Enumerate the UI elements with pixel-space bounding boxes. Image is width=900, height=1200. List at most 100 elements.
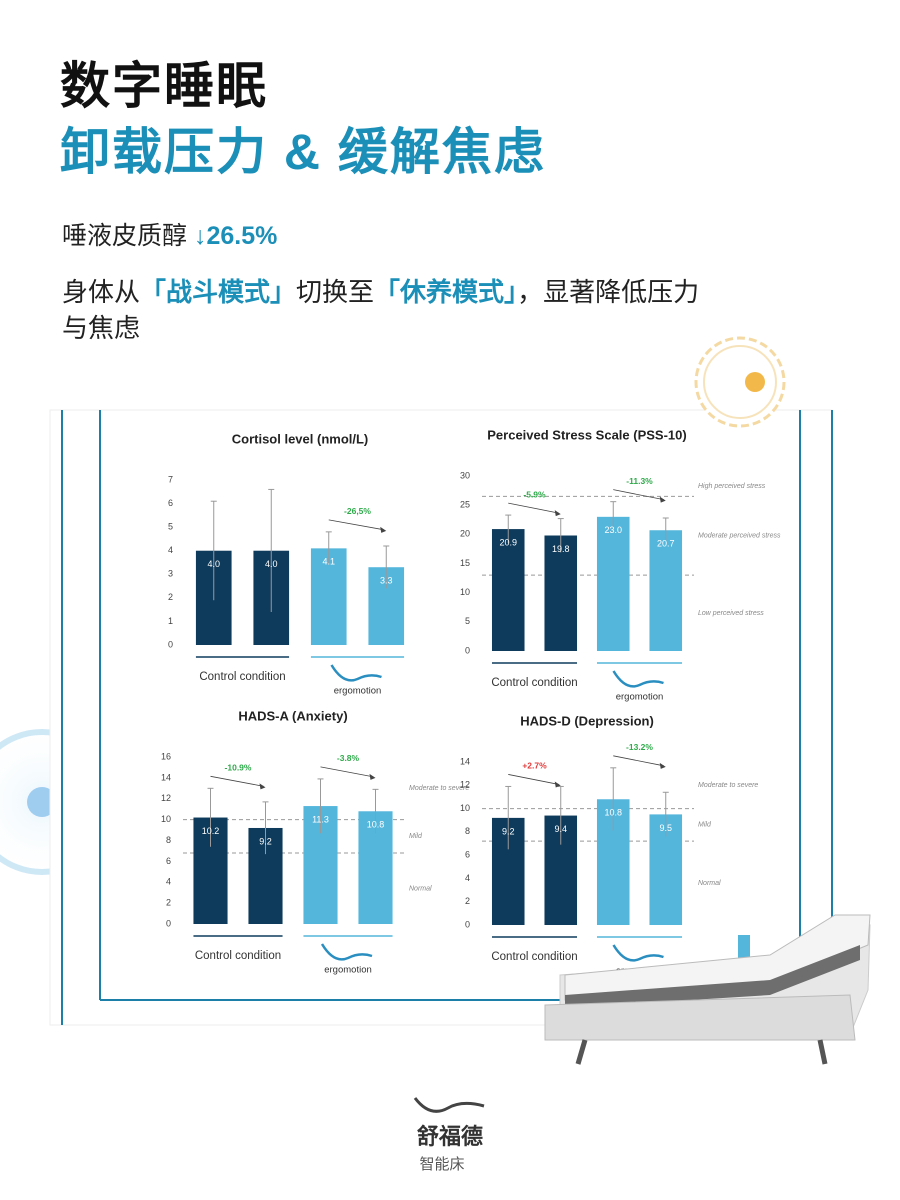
value-label: 9.4 <box>554 824 567 834</box>
bed-illustration <box>544 914 871 1065</box>
y-tick-label: 8 <box>166 835 171 845</box>
value-label: 23.0 <box>604 525 622 535</box>
y-tick-label: 0 <box>166 918 171 928</box>
change-arrow <box>320 766 374 778</box>
y-tick-label: 1 <box>168 616 173 626</box>
y-tick-label: 5 <box>168 522 173 532</box>
y-tick-label: 7 <box>168 474 173 484</box>
y-tick-label: 3 <box>168 569 173 579</box>
y-tick-label: 0 <box>465 645 470 655</box>
arrow-head <box>369 773 376 780</box>
arrow-head <box>659 496 666 503</box>
chart-title: Cortisol level (nmol/L) <box>232 431 369 446</box>
y-tick-label: 10 <box>460 587 470 597</box>
logo-wave <box>320 943 373 961</box>
value-label: 9.2 <box>259 836 272 846</box>
logo-wave <box>612 944 664 962</box>
group-label: ergomotion <box>324 965 372 976</box>
zone-label: Moderate perceived stress <box>698 533 781 540</box>
y-tick-label: 6 <box>166 856 171 866</box>
subtitle: 卸载压力 & 缓解焦虑 <box>60 124 546 180</box>
change-arrow <box>508 774 559 785</box>
y-tick-label: 15 <box>460 558 470 568</box>
y-tick-label: 6 <box>465 850 470 860</box>
y-tick-label: 12 <box>161 793 171 803</box>
desc-text: 切换至 <box>296 277 375 307</box>
y-tick-label: 5 <box>465 616 470 626</box>
zone-label: Moderate to severe <box>409 785 469 792</box>
zone-label: Normal <box>698 880 721 887</box>
title: 数字睡眠 <box>60 58 268 114</box>
logo-wave <box>612 670 664 688</box>
arrow-head <box>659 762 666 769</box>
zone-label: Moderate to severe <box>698 782 758 789</box>
group-label: ergomotion <box>616 692 664 703</box>
value-label: 9.2 <box>502 826 515 836</box>
y-tick-label: 12 <box>460 780 470 790</box>
value-label: 20.9 <box>499 537 517 547</box>
change-label: -26,5% <box>344 506 371 516</box>
logo-wave <box>330 664 382 682</box>
y-tick-label: 30 <box>460 470 470 480</box>
zone-label: Low perceived stress <box>698 610 764 617</box>
value-label: 10.8 <box>367 820 385 830</box>
value-label: 9.5 <box>659 823 672 833</box>
y-tick-label: 10 <box>460 803 470 813</box>
zone-label: Mild <box>409 833 423 840</box>
desc-text: ，显著降低压力与焦虑 <box>62 277 700 343</box>
zone-label: Mild <box>698 822 712 829</box>
description: 身体从「战斗模式」切换至「休养模式」，显著降低压力与焦虑 <box>62 274 702 346</box>
metric-change: ↓26.5% <box>193 222 278 250</box>
group-label: Control condition <box>491 951 577 963</box>
change-arrow <box>210 775 264 787</box>
arrow-head <box>380 526 387 533</box>
value-label: 10.2 <box>202 826 220 836</box>
arrow-head <box>259 783 266 790</box>
bar <box>596 516 630 651</box>
change-label: +2.7% <box>522 761 547 771</box>
change-arrow <box>328 519 385 531</box>
y-tick-label: 10 <box>161 814 171 824</box>
y-tick-label: 8 <box>465 826 470 836</box>
chart-title: HADS-A (Anxiety) <box>238 708 347 723</box>
desc-text: 身体从 <box>62 277 141 307</box>
brand-tagline: 智能床 <box>419 1155 464 1173</box>
y-tick-label: 4 <box>168 545 173 555</box>
change-arrow <box>508 502 559 514</box>
arrow-head <box>554 510 561 517</box>
y-tick-label: 0 <box>168 639 173 649</box>
change-label: -5.9% <box>523 489 546 499</box>
value-label: 4.0 <box>207 559 220 569</box>
change-arrow <box>613 755 664 767</box>
y-tick-label: 25 <box>460 500 470 510</box>
group-label: ergomotion <box>334 686 382 697</box>
zone-label: Normal <box>409 885 432 892</box>
card-border <box>61 410 833 1025</box>
group-label: Control condition <box>199 671 285 683</box>
y-tick-label: 16 <box>161 751 171 761</box>
chart-title: HADS-D (Depression) <box>520 713 654 728</box>
bar <box>649 530 683 651</box>
y-tick-label: 2 <box>465 896 470 906</box>
metric-label: 唾液皮质醇 <box>62 222 188 250</box>
bar <box>491 529 525 651</box>
change-label: -10.9% <box>225 763 252 773</box>
y-tick-label: 14 <box>460 756 470 766</box>
y-tick-label: 2 <box>166 898 171 908</box>
brand: 舒福德 智能床 <box>413 1097 485 1173</box>
y-tick-label: 4 <box>465 873 470 883</box>
y-tick-label: 0 <box>465 919 470 929</box>
change-label: -13.2% <box>626 742 653 752</box>
metric: 唾液皮质醇 ↓26.5% <box>62 216 277 252</box>
change-arrow <box>613 489 664 501</box>
group-label: Control condition <box>491 677 577 689</box>
chart-title: Perceived Stress Scale (PSS-10) <box>487 427 686 442</box>
group-label: Control condition <box>195 950 281 962</box>
y-tick-label: 2 <box>168 592 173 602</box>
value-label: 19.8 <box>552 544 570 554</box>
zone-label: High perceived stress <box>698 483 766 490</box>
y-tick-label: 20 <box>460 529 470 539</box>
